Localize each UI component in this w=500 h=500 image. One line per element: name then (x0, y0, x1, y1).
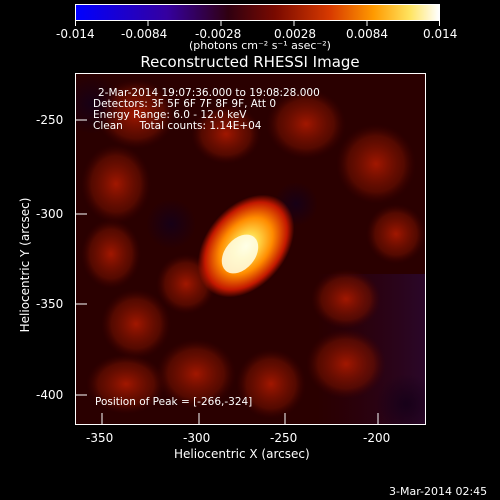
colorbar-tick-label: -0.0028 (195, 27, 242, 41)
colorbar-tick-label: 0.0028 (274, 27, 316, 41)
colorbar-tick-label: 0.014 (423, 27, 458, 41)
y-tick-label: -250 (36, 113, 64, 127)
y-axis-ticks (75, 119, 87, 396)
y-tick-label: -350 (36, 297, 64, 311)
colorbar-tick-label: 0.0084 (346, 27, 388, 41)
colorbar (75, 4, 440, 21)
colorbar-gradient (76, 5, 439, 20)
image-heatmap (76, 74, 425, 424)
x-tick-label: -350 (86, 431, 114, 445)
colorbar-tick-label: -0.014 (56, 27, 95, 41)
x-tick-label: -200 (363, 431, 391, 445)
y-tick-label: -300 (36, 207, 64, 221)
colorbar-tick-label: -0.0084 (121, 27, 168, 41)
colorbar-units-label: (photons cm⁻² s⁻¹ asec⁻²) (189, 39, 331, 52)
info-time-range: 2-Mar-2014 19:07:36.000 to 19:08:28.000 (98, 87, 320, 99)
footer-timestamp: 3-Mar-2014 02:45 (389, 485, 488, 498)
info-detectors: Detectors: 3F 5F 6F 7F 8F 9F, Att 0 (93, 98, 277, 110)
x-tick-label: -250 (270, 431, 298, 445)
rhessi-image: 2-Mar-2014 19:07:36.000 to 19:08:28.000 … (75, 73, 426, 425)
info-counts: Clean Total counts: 1.14E+04 (93, 120, 262, 132)
info-energy-range: Energy Range: 6.0 - 12.0 keV (93, 109, 247, 121)
x-tick-label: -300 (183, 431, 211, 445)
x-axis-ticks (101, 413, 379, 425)
plot-title: Reconstructed RHESSI Image (140, 53, 360, 71)
peak-position-label: Position of Peak = [-266,-324] (95, 396, 253, 408)
x-axis-label: Heliocentric X (arcsec) (174, 447, 310, 461)
y-axis-label: Heliocentric Y (arcsec) (18, 197, 32, 333)
colorbar-tick-marks (75, 21, 440, 26)
y-tick-label: -400 (36, 388, 64, 402)
